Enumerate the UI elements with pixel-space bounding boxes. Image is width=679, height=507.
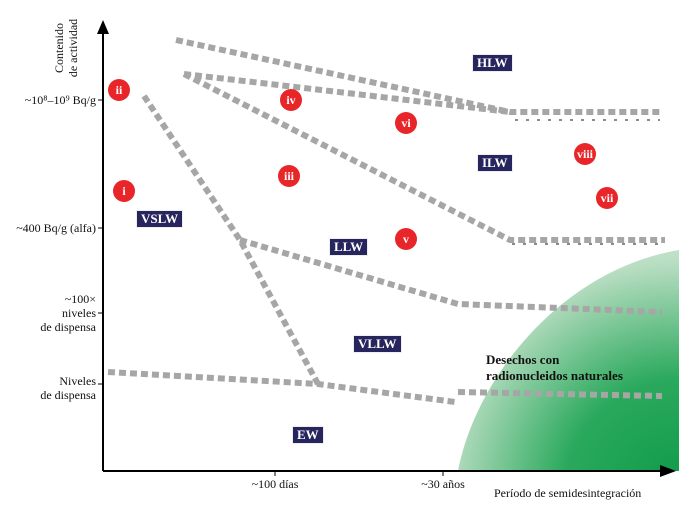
marker-i: i [113, 180, 135, 202]
boundary-hlw-upper [175, 37, 660, 115]
natural-label-line1: Desechos con [486, 352, 560, 367]
class-box-ew: EW [292, 426, 324, 444]
natural-radionuclides-label: Desechos con radionucleidos naturales [486, 352, 623, 384]
marker-iii: iii [278, 165, 300, 187]
boundary-vllw-ew [107, 369, 456, 405]
boundary-llw-vllw [239, 237, 663, 315]
boundary-ilw-llw [182, 71, 665, 243]
natural-label-line2: radionucleidos naturales [486, 368, 623, 383]
boundary-natural-lower [457, 389, 663, 399]
y-label-high: ~10⁸–10⁹ Bq/g [24, 93, 96, 107]
y-label-clearance-line1: Niveles [59, 374, 96, 388]
class-box-vslw: VSLW [136, 210, 184, 228]
y-axis-title-line2: de actividad [66, 18, 80, 78]
x-axis-title: Período de semidesintegración [494, 486, 642, 500]
marker-ii: ii [108, 79, 130, 101]
y-label-alpha: ~400 Bq/g (alfa) [16, 221, 96, 235]
marker-viii: viii [574, 143, 596, 165]
x-label-years: ~30 años [421, 477, 465, 491]
y-axis-title: Contenido de actividad [52, 14, 80, 82]
class-box-ilw: ILW [477, 154, 513, 172]
marker-vii: vii [596, 187, 618, 209]
boundary-vslw [141, 94, 321, 386]
natural-radionuclides-zone [458, 250, 679, 471]
y-axis-arrowhead [97, 20, 109, 34]
marker-vi: vi [395, 112, 417, 134]
y-label-hundred: ~100× niveles de dispensa [0, 292, 96, 334]
marker-iv: iv [280, 89, 302, 111]
y-axis-title-line1: Contenido [52, 23, 66, 73]
boundary-hlw-ilw [183, 71, 511, 115]
x-label-days: ~100 días [251, 477, 299, 491]
y-label-hundred-line2: niveles [62, 306, 96, 320]
class-box-hlw: HLW [472, 54, 513, 72]
y-label-clearance-line2: de dispensa [40, 388, 96, 402]
y-label-clearance: Niveles de dispensa [0, 374, 96, 402]
class-box-vllw: VLLW [353, 335, 402, 353]
marker-v: v [395, 228, 417, 250]
x-axis-arrowhead [660, 465, 676, 477]
class-box-llw: LLW [329, 238, 369, 256]
y-label-hundred-line1: ~100× [64, 292, 96, 306]
y-label-hundred-line3: de dispensa [40, 320, 96, 334]
